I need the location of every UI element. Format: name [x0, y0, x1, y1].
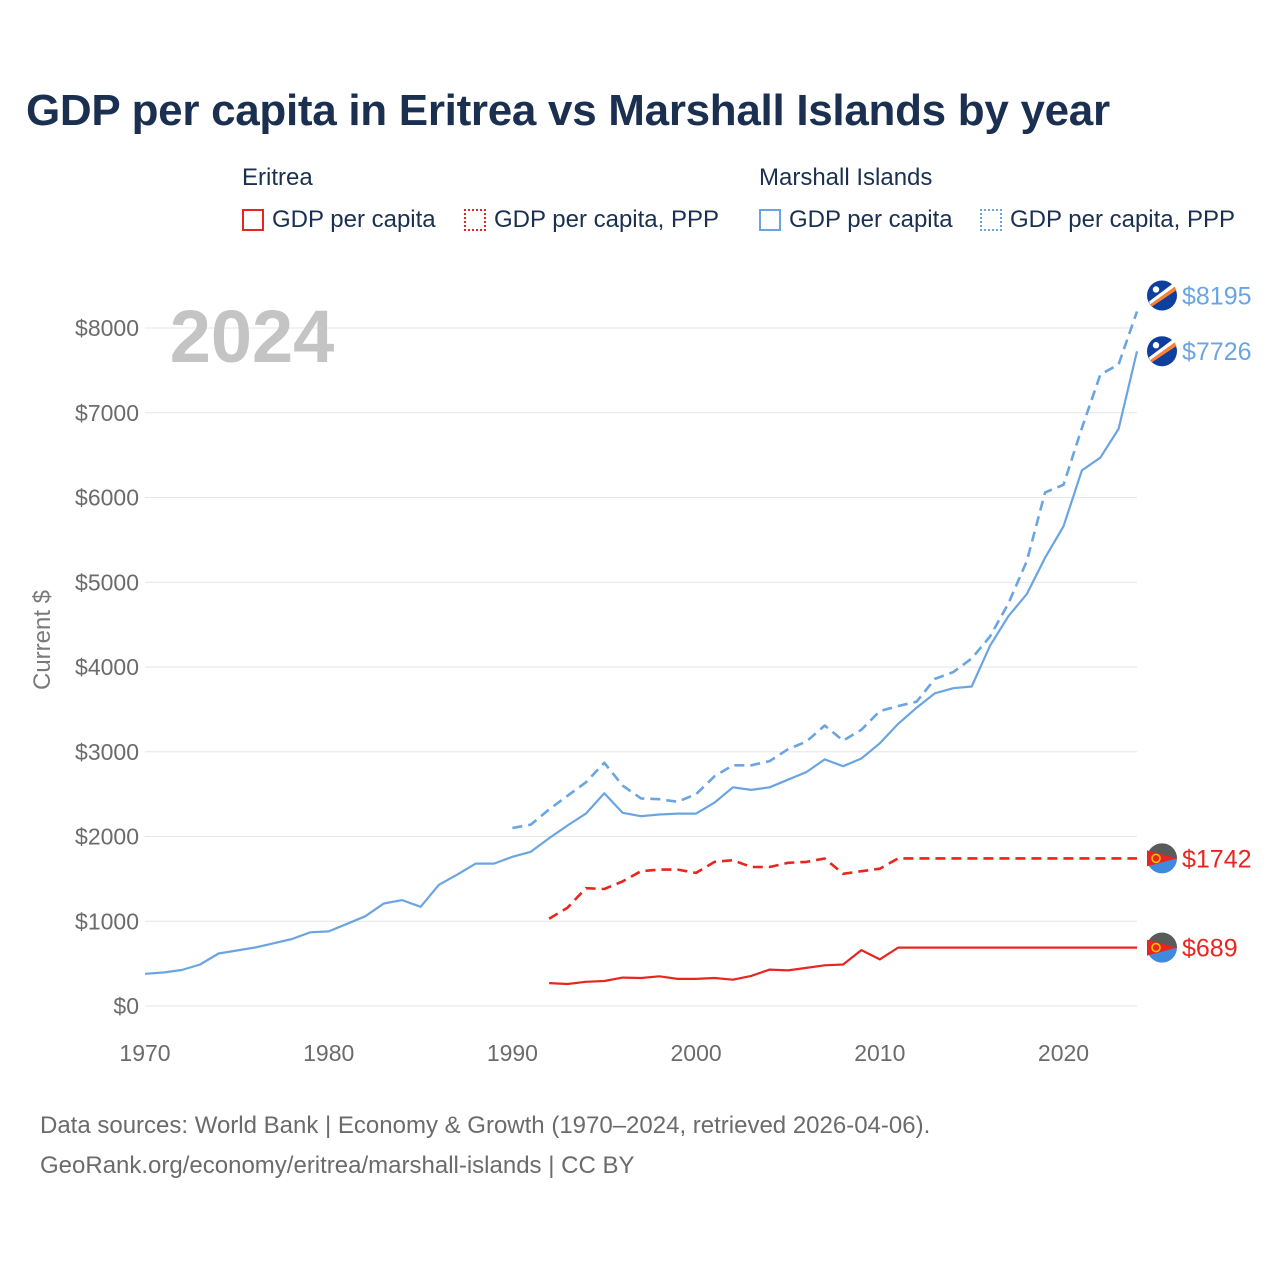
legend-swatch-solid-red: [242, 209, 264, 231]
legend-item-marshall-gdp[interactable]: GDP per capita: [759, 206, 953, 234]
legend-label: GDP per capita, PPP: [494, 206, 719, 233]
y-tick-label: $1000: [75, 908, 139, 934]
grid-lines: [145, 327, 1137, 1007]
line-chart: 2024 $0 $1000 $2000 $3000 $4000 $5000 $6000 $70…: [29, 280, 1252, 1066]
end-value-label: $7726: [1182, 338, 1252, 366]
legend-item-marshall-gdp-ppp[interactable]: GDP per capita, PPP: [980, 206, 1235, 234]
series-line-3: [549, 946, 1137, 986]
eritrea-flag-icon: [1147, 932, 1177, 963]
legend-swatch-solid-blue: [759, 209, 781, 231]
marshall-islands-flag-icon: [1147, 280, 1177, 311]
marshall-islands-flag-icon: [1147, 336, 1177, 367]
legend-group-marshall-islands: Marshall Islands: [759, 164, 933, 191]
y-tick-label: $4000: [75, 654, 139, 680]
data-sources: Data sources: World Bank | Economy & Gro…: [40, 1106, 930, 1186]
series-line-2: [548, 857, 1137, 920]
y-axis-label: Current $: [29, 590, 56, 690]
legend-swatch-dotted-blue: [980, 209, 1002, 231]
chart-title: GDP per capita in Eritrea vs Marshall Is…: [26, 86, 1110, 135]
end-value-label: $1742: [1182, 845, 1252, 873]
legend-item-eritrea-gdp-ppp[interactable]: GDP per capita, PPP: [464, 206, 719, 234]
year-watermark: 2024: [170, 295, 335, 378]
y-tick-label: $6000: [75, 485, 139, 511]
x-tick-label: 1980: [303, 1040, 354, 1066]
end-value-label: $8195: [1182, 282, 1252, 310]
sources-line-1: Data sources: World Bank | Economy & Gro…: [40, 1112, 931, 1139]
series-line-1: [144, 350, 1139, 975]
x-tick-label: 1970: [119, 1040, 170, 1066]
y-tick-label: $5000: [75, 569, 139, 595]
end-value-label: $689: [1182, 935, 1238, 963]
y-tick-label: $2000: [75, 824, 139, 850]
eritrea-flag-icon: [1147, 843, 1177, 874]
y-tick-label: $8000: [75, 315, 139, 341]
legend-label: GDP per capita, PPP: [1010, 206, 1235, 233]
axes: $0 $1000 $2000 $3000 $4000 $5000 $6000 $7000 $80…: [29, 315, 1089, 1066]
legend-swatch-dotted-red: [464, 209, 486, 231]
series-line-0: [512, 311, 1139, 830]
legend-group-eritrea: Eritrea: [242, 164, 313, 191]
x-tick-label: 2020: [1038, 1040, 1089, 1066]
series-lines: [144, 311, 1139, 986]
legend-item-eritrea-gdp[interactable]: GDP per capita: [242, 206, 436, 234]
legend-label: GDP per capita: [272, 206, 436, 233]
end-labels: $8195 $7726 $1742 $689: [1147, 280, 1252, 963]
y-tick-label: $7000: [75, 400, 139, 426]
x-tick-label: 2010: [854, 1040, 905, 1066]
sources-line-2[interactable]: GeoRank.org/economy/eritrea/marshall-isl…: [40, 1152, 635, 1179]
y-tick-label: $0: [113, 993, 139, 1019]
legend-label: GDP per capita: [789, 206, 953, 233]
x-tick-label: 1990: [487, 1040, 538, 1066]
x-tick-label: 2000: [671, 1040, 722, 1066]
y-tick-label: $3000: [75, 739, 139, 765]
